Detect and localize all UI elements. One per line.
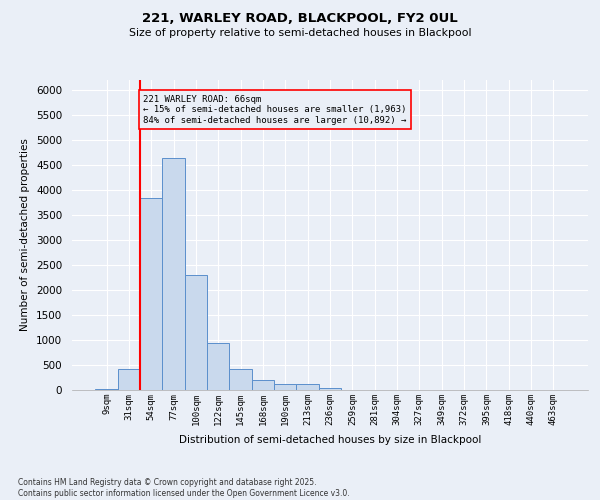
Bar: [140, 198, 163, 390]
Bar: [319, 388, 341, 390]
Bar: [274, 384, 296, 390]
Text: 221 WARLEY ROAD: 66sqm
← 15% of semi-detached houses are smaller (1,963)
84% of : 221 WARLEY ROAD: 66sqm ← 15% of semi-det…: [143, 95, 407, 125]
Text: 221, WARLEY ROAD, BLACKPOOL, FY2 0UL: 221, WARLEY ROAD, BLACKPOOL, FY2 0UL: [142, 12, 458, 26]
Bar: [229, 369, 252, 390]
Bar: [296, 384, 319, 390]
Bar: [163, 158, 185, 390]
Text: Size of property relative to semi-detached houses in Blackpool: Size of property relative to semi-detach…: [129, 28, 471, 38]
Text: Distribution of semi-detached houses by size in Blackpool: Distribution of semi-detached houses by …: [179, 435, 481, 445]
Bar: [118, 369, 140, 390]
Bar: [207, 342, 229, 390]
Bar: [95, 388, 118, 390]
Text: Contains HM Land Registry data © Crown copyright and database right 2025.
Contai: Contains HM Land Registry data © Crown c…: [18, 478, 350, 498]
Y-axis label: Number of semi-detached properties: Number of semi-detached properties: [20, 138, 31, 332]
Bar: [185, 275, 207, 390]
Bar: [252, 380, 274, 390]
